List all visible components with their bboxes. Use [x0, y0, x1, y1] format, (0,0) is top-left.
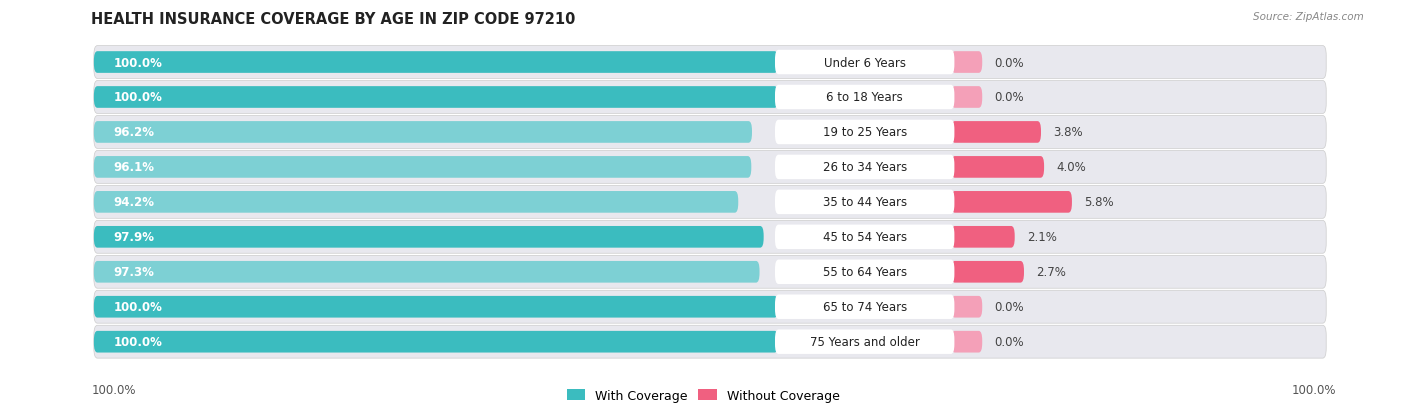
- Text: 100.0%: 100.0%: [91, 384, 136, 396]
- FancyBboxPatch shape: [94, 151, 1326, 184]
- FancyBboxPatch shape: [94, 122, 752, 143]
- FancyBboxPatch shape: [94, 87, 778, 109]
- Text: 45 to 54 Years: 45 to 54 Years: [823, 231, 907, 244]
- Text: 0.0%: 0.0%: [994, 91, 1024, 104]
- FancyBboxPatch shape: [94, 52, 778, 74]
- FancyBboxPatch shape: [94, 261, 759, 283]
- Text: 0.0%: 0.0%: [994, 335, 1024, 348]
- Text: 55 to 64 Years: 55 to 64 Years: [823, 266, 907, 279]
- FancyBboxPatch shape: [94, 47, 1326, 79]
- FancyBboxPatch shape: [952, 87, 983, 109]
- FancyBboxPatch shape: [94, 186, 1326, 219]
- Text: 94.2%: 94.2%: [114, 196, 155, 209]
- Text: 3.8%: 3.8%: [1053, 126, 1083, 139]
- Text: 4.0%: 4.0%: [1056, 161, 1087, 174]
- FancyBboxPatch shape: [94, 331, 778, 353]
- FancyBboxPatch shape: [952, 192, 1071, 213]
- FancyBboxPatch shape: [775, 330, 955, 354]
- Text: Under 6 Years: Under 6 Years: [824, 57, 905, 69]
- Text: HEALTH INSURANCE COVERAGE BY AGE IN ZIP CODE 97210: HEALTH INSURANCE COVERAGE BY AGE IN ZIP …: [91, 12, 576, 27]
- FancyBboxPatch shape: [952, 331, 983, 353]
- Text: 2.7%: 2.7%: [1036, 266, 1066, 279]
- Text: 35 to 44 Years: 35 to 44 Years: [823, 196, 907, 209]
- Text: 96.2%: 96.2%: [114, 126, 155, 139]
- Text: 65 to 74 Years: 65 to 74 Years: [823, 301, 907, 313]
- FancyBboxPatch shape: [94, 81, 1326, 114]
- FancyBboxPatch shape: [775, 260, 955, 284]
- FancyBboxPatch shape: [952, 122, 1040, 143]
- Text: 100.0%: 100.0%: [114, 57, 163, 69]
- Text: 5.8%: 5.8%: [1084, 196, 1114, 209]
- FancyBboxPatch shape: [94, 116, 1326, 149]
- Text: 100.0%: 100.0%: [1291, 384, 1336, 396]
- Text: 97.9%: 97.9%: [114, 231, 155, 244]
- FancyBboxPatch shape: [94, 157, 751, 178]
- Text: 100.0%: 100.0%: [114, 91, 163, 104]
- Text: 26 to 34 Years: 26 to 34 Years: [823, 161, 907, 174]
- Text: 6 to 18 Years: 6 to 18 Years: [827, 91, 903, 104]
- FancyBboxPatch shape: [775, 155, 955, 180]
- Text: 100.0%: 100.0%: [114, 335, 163, 348]
- Text: Source: ZipAtlas.com: Source: ZipAtlas.com: [1253, 12, 1364, 22]
- FancyBboxPatch shape: [952, 261, 1024, 283]
- FancyBboxPatch shape: [94, 325, 1326, 358]
- Text: 2.1%: 2.1%: [1028, 231, 1057, 244]
- FancyBboxPatch shape: [952, 52, 983, 74]
- FancyBboxPatch shape: [952, 226, 1015, 248]
- FancyBboxPatch shape: [94, 296, 778, 318]
- FancyBboxPatch shape: [952, 157, 1045, 178]
- FancyBboxPatch shape: [775, 85, 955, 110]
- FancyBboxPatch shape: [94, 256, 1326, 289]
- Text: 75 Years and older: 75 Years and older: [810, 335, 920, 348]
- FancyBboxPatch shape: [94, 221, 1326, 254]
- Legend: With Coverage, Without Coverage: With Coverage, Without Coverage: [561, 384, 845, 407]
- FancyBboxPatch shape: [952, 296, 983, 318]
- Text: 100.0%: 100.0%: [114, 301, 163, 313]
- Text: 0.0%: 0.0%: [994, 301, 1024, 313]
- FancyBboxPatch shape: [94, 226, 763, 248]
- FancyBboxPatch shape: [94, 291, 1326, 323]
- FancyBboxPatch shape: [94, 192, 738, 213]
- FancyBboxPatch shape: [775, 51, 955, 75]
- Text: 97.3%: 97.3%: [114, 266, 155, 279]
- Text: 0.0%: 0.0%: [994, 57, 1024, 69]
- FancyBboxPatch shape: [775, 295, 955, 319]
- FancyBboxPatch shape: [775, 225, 955, 249]
- FancyBboxPatch shape: [775, 190, 955, 215]
- FancyBboxPatch shape: [775, 121, 955, 145]
- Text: 19 to 25 Years: 19 to 25 Years: [823, 126, 907, 139]
- Text: 96.1%: 96.1%: [114, 161, 155, 174]
